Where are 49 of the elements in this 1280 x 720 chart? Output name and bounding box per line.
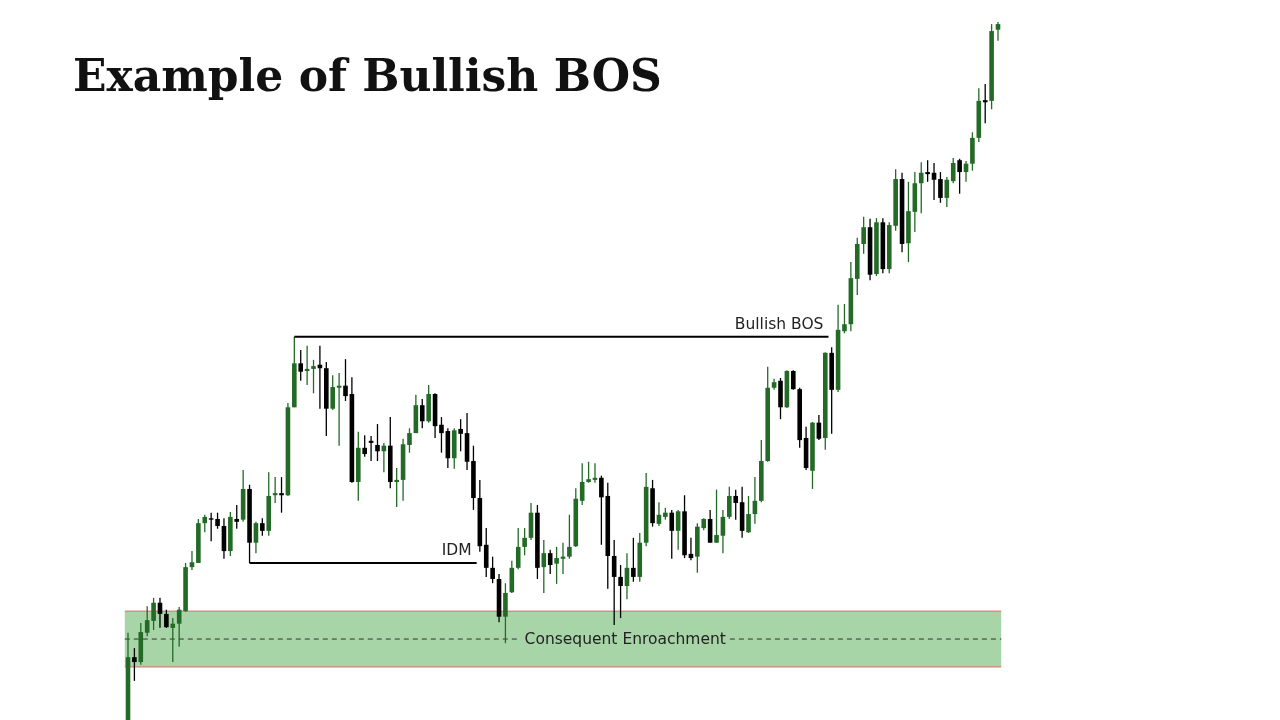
candlestick bbox=[458, 418, 463, 452]
candlestick bbox=[439, 416, 444, 454]
candlestick bbox=[298, 349, 304, 382]
candlestick bbox=[394, 467, 399, 508]
candlestick bbox=[419, 398, 425, 429]
candlestick bbox=[733, 489, 739, 521]
candlestick bbox=[170, 617, 176, 663]
candlestick bbox=[618, 564, 623, 619]
candlestick bbox=[490, 556, 495, 584]
candlestick bbox=[950, 157, 956, 184]
candlestick bbox=[567, 514, 572, 560]
candlestick bbox=[132, 647, 137, 682]
candlestick bbox=[279, 476, 284, 514]
candlestick bbox=[144, 605, 150, 637]
candlestick bbox=[407, 427, 412, 454]
text: Example of Bullish BOS bbox=[73, 50, 662, 101]
candlestick bbox=[483, 527, 489, 578]
candlestick bbox=[631, 537, 636, 583]
candlestick bbox=[861, 216, 866, 255]
candlestick bbox=[554, 546, 559, 585]
candlestick bbox=[586, 461, 591, 484]
candlestick bbox=[522, 527, 527, 556]
candlestick bbox=[234, 504, 240, 530]
candlestick bbox=[714, 489, 719, 544]
candlestick bbox=[982, 83, 988, 124]
candlestick bbox=[938, 171, 943, 204]
candlestick bbox=[164, 609, 169, 629]
candlestick bbox=[330, 374, 336, 411]
candlestick bbox=[547, 549, 553, 575]
candlestick bbox=[375, 423, 380, 462]
candlestick bbox=[790, 369, 796, 391]
ref-line-label: Consequent Enroachment bbox=[524, 630, 726, 649]
candlestick bbox=[995, 21, 1001, 42]
candlestick bbox=[362, 434, 367, 458]
candlestick bbox=[151, 597, 156, 631]
candlestick bbox=[925, 159, 930, 183]
candlestick bbox=[957, 158, 962, 195]
ref-line-label: Bullish BOS bbox=[734, 314, 824, 333]
candlestick bbox=[842, 303, 847, 334]
candlestick bbox=[343, 358, 348, 402]
candlestick bbox=[727, 486, 732, 520]
candlestick bbox=[311, 359, 316, 394]
candlestick bbox=[918, 161, 924, 214]
ref-line-label: IDM bbox=[441, 540, 472, 559]
candlestick bbox=[746, 495, 751, 534]
candlestick bbox=[503, 582, 508, 644]
candlestick bbox=[515, 527, 521, 570]
candlestick bbox=[669, 509, 675, 560]
candlestick bbox=[208, 512, 214, 542]
